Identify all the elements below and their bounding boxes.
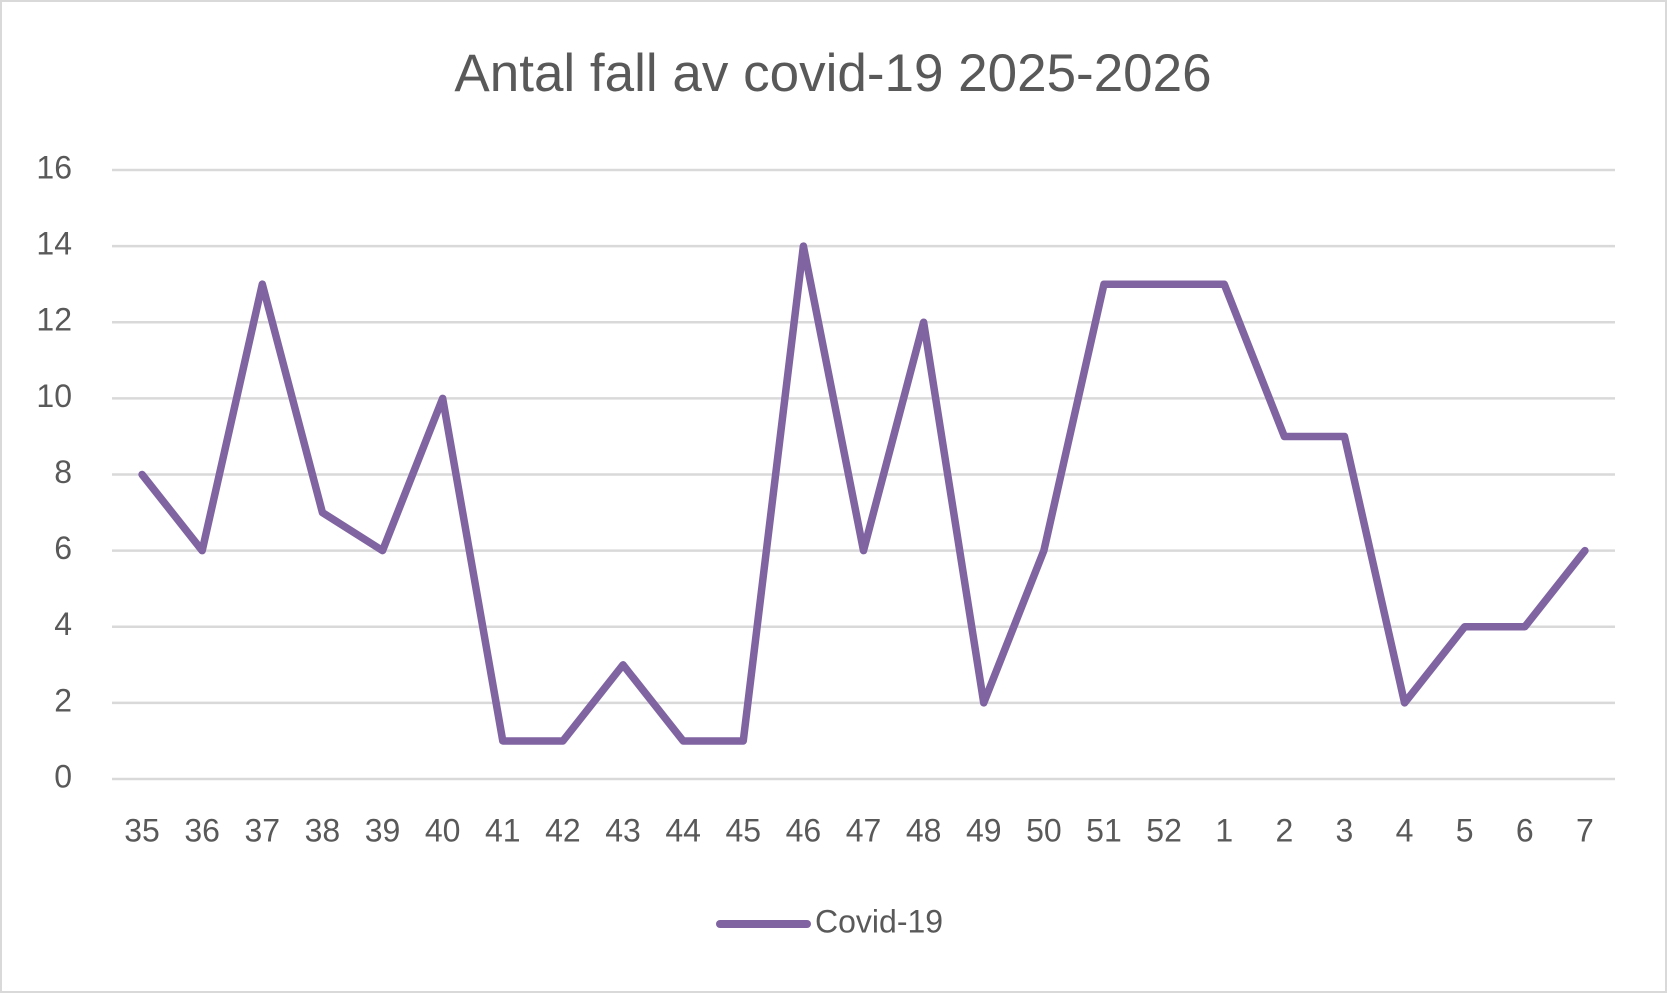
x-tick-label: 38 bbox=[305, 812, 341, 848]
x-tick-label: 35 bbox=[124, 812, 160, 848]
x-tick-label: 40 bbox=[425, 812, 461, 848]
x-tick-label: 7 bbox=[1576, 812, 1594, 848]
y-tick-label: 2 bbox=[54, 682, 72, 718]
x-tick-label: 37 bbox=[245, 812, 281, 848]
y-tick-label: 16 bbox=[36, 149, 72, 185]
y-tick-label: 10 bbox=[36, 378, 72, 414]
x-tick-label: 5 bbox=[1456, 812, 1474, 848]
x-tick-label: 41 bbox=[485, 812, 521, 848]
x-tick-label: 47 bbox=[846, 812, 882, 848]
x-tick-label: 36 bbox=[184, 812, 220, 848]
chart-title: Antal fall av covid-19 2025-2026 bbox=[454, 44, 1211, 103]
y-tick-label: 8 bbox=[54, 454, 72, 490]
x-tick-label: 6 bbox=[1516, 812, 1534, 848]
x-tick-label: 45 bbox=[725, 812, 761, 848]
x-tick-label: 42 bbox=[545, 812, 581, 848]
data-line bbox=[138, 242, 1589, 745]
x-tick-label: 2 bbox=[1275, 812, 1293, 848]
y-tick-label: 4 bbox=[54, 606, 72, 642]
y-tick-label: 12 bbox=[36, 302, 72, 338]
x-tick-label: 50 bbox=[1026, 812, 1062, 848]
x-tick-label: 39 bbox=[365, 812, 401, 848]
x-tick-label: 52 bbox=[1146, 812, 1182, 848]
x-tick-label: 3 bbox=[1336, 812, 1354, 848]
x-tick-label: 4 bbox=[1396, 812, 1414, 848]
x-tick-label: 43 bbox=[605, 812, 641, 848]
x-tick-label: 1 bbox=[1215, 812, 1233, 848]
legend-label: Covid-19 bbox=[815, 903, 943, 939]
x-tick-label: 44 bbox=[665, 812, 701, 848]
x-tick-label: 46 bbox=[786, 812, 822, 848]
y-tick-label: 6 bbox=[54, 530, 72, 566]
y-tick-label: 14 bbox=[36, 226, 72, 262]
x-tick-label: 51 bbox=[1086, 812, 1122, 848]
x-tick-label: 49 bbox=[966, 812, 1002, 848]
x-tick-label: 48 bbox=[906, 812, 942, 848]
y-tick-label: 0 bbox=[54, 758, 72, 794]
